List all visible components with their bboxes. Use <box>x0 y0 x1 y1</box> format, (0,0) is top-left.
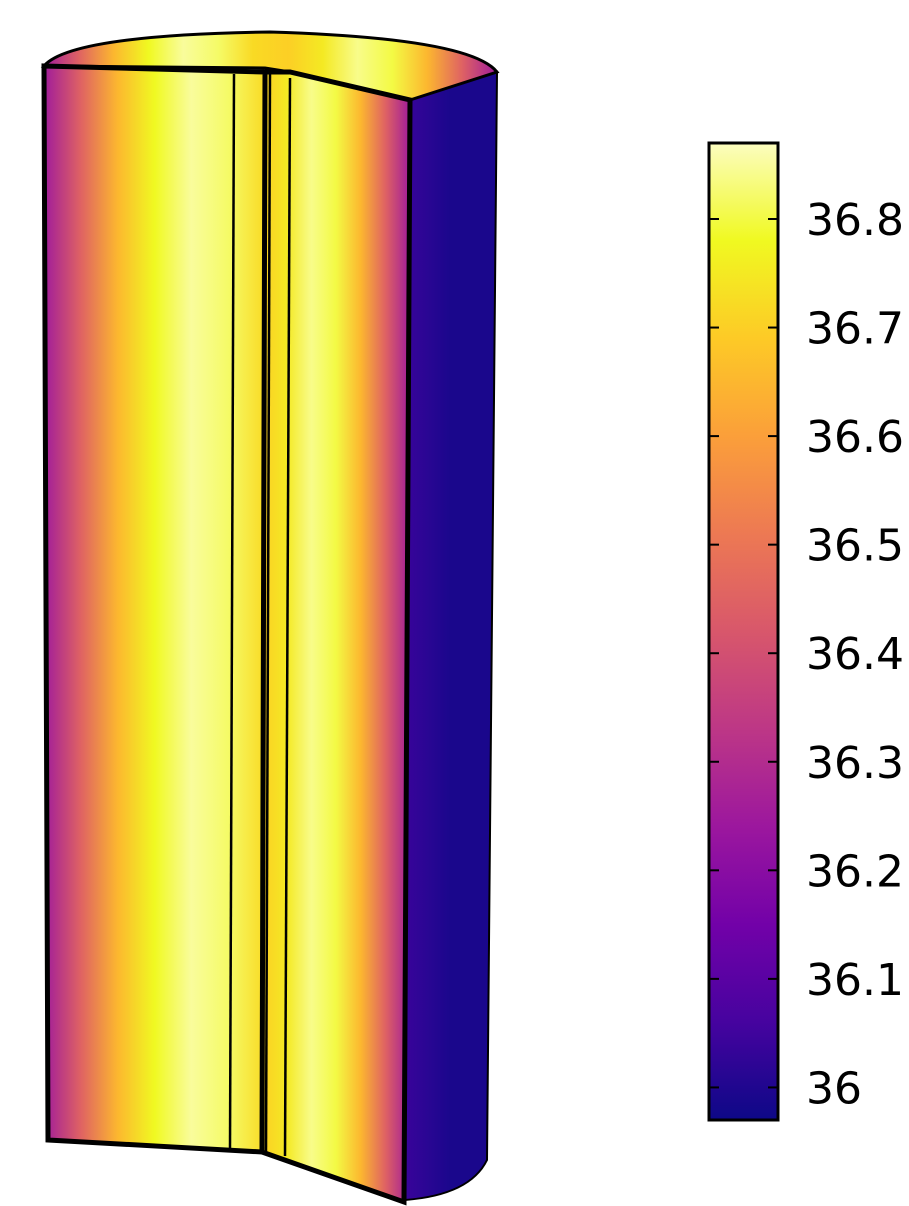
layer-boundary-line-3 <box>283 77 292 1157</box>
colorbar-tick-label: 36.4 <box>806 629 904 680</box>
colorbar-tick-label: 36 <box>806 1063 862 1114</box>
colorbar-tick-label: 36.5 <box>806 521 904 572</box>
outer-cylinder-surface <box>403 70 499 1202</box>
colorbar-tick-label: 36.6 <box>806 412 904 463</box>
right-cut-face <box>262 72 410 1202</box>
colorbar: 36 36.1 36.2 36.3 36.4 36.5 36.6 36.7 36.8 <box>707 141 904 1122</box>
left-cut-face <box>44 66 265 1152</box>
colorbar-tick-label: 36.1 <box>806 955 904 1006</box>
top-cap-surface <box>40 30 500 102</box>
layer-boundary-line-2 <box>264 73 272 1153</box>
colorbar-tick-label: 36.8 <box>806 195 904 246</box>
colorbar-body <box>707 141 780 1122</box>
right-face-outline <box>261 69 413 1206</box>
layer-boundary-line-1 <box>228 73 236 1149</box>
colorbar-tick-label: 36.2 <box>806 846 904 897</box>
colorbar-tick-label: 36.3 <box>806 738 904 789</box>
colorbar-ticks: 36 36.1 36.2 36.3 36.4 36.5 36.6 36.7 36.8 <box>709 195 904 1114</box>
colorbar-tick-label: 36.7 <box>806 304 904 355</box>
